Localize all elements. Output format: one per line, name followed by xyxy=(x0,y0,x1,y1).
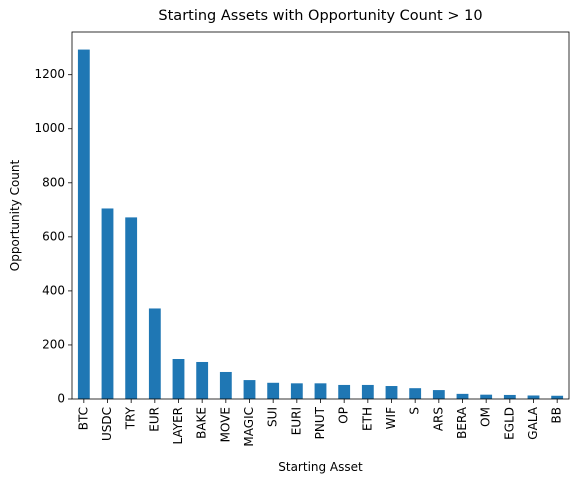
chart-title: Starting Assets with Opportunity Count >… xyxy=(158,8,482,24)
bar-bb xyxy=(551,395,564,399)
bar-wif xyxy=(385,386,398,399)
y-tick-label: 1000 xyxy=(34,121,65,135)
x-tick-label: OM xyxy=(479,407,493,427)
x-tick-label: S xyxy=(408,407,422,415)
x-tick-label: BTC xyxy=(76,407,90,430)
bar-s xyxy=(409,388,422,399)
bars-group xyxy=(77,49,564,399)
bar-try xyxy=(125,217,138,399)
x-tick-label: EGLD xyxy=(502,407,516,440)
bar-sui xyxy=(267,382,280,399)
y-tick-label: 1200 xyxy=(34,67,65,81)
bar-egld xyxy=(503,394,516,399)
x-tick-label: TRY xyxy=(124,406,138,430)
bar-ars xyxy=(432,390,445,399)
y-tick-label: 200 xyxy=(42,337,65,351)
bar-op xyxy=(338,384,351,399)
y-axis: 0 200 400 600 800 1000 1200 xyxy=(34,67,72,406)
bar-pnut xyxy=(314,383,327,399)
x-tick-label: USDC xyxy=(100,407,114,441)
bar-magic xyxy=(243,380,256,399)
bar-bera xyxy=(456,393,469,399)
x-tick-label: LAYER xyxy=(171,407,185,445)
bar-euri xyxy=(290,383,303,399)
x-axis: BTC USDC TRY EUR LAYER BAKE MOVE MAGIC SUI EURI PN… xyxy=(76,399,564,447)
bar-bake xyxy=(196,361,209,399)
bar-usdc xyxy=(101,208,114,399)
x-tick-label: ARS xyxy=(431,407,445,431)
bar-move xyxy=(219,371,232,399)
x-tick-label: GALA xyxy=(526,406,540,439)
bar-om xyxy=(480,394,493,399)
x-tick-label: SUI xyxy=(266,407,280,427)
x-tick-label: MOVE xyxy=(218,407,232,442)
y-tick-label: 400 xyxy=(42,283,65,297)
x-tick-label: WIF xyxy=(384,407,398,429)
x-tick-label: MAGIC xyxy=(242,407,256,447)
y-tick-label: 800 xyxy=(42,175,65,189)
bar-eth xyxy=(361,384,374,399)
x-axis-label: Starting Asset xyxy=(278,460,363,474)
x-tick-label: BB xyxy=(550,407,564,423)
x-tick-label: BAKE xyxy=(195,407,209,439)
x-tick-label: ETH xyxy=(360,407,374,431)
x-tick-label: OP xyxy=(337,407,351,424)
y-tick-label: 0 xyxy=(57,392,65,406)
x-tick-label: PNUT xyxy=(313,406,327,439)
y-tick-label: 600 xyxy=(42,229,65,243)
x-tick-label: EURI xyxy=(289,407,303,435)
plot-frame xyxy=(71,31,570,400)
x-tick-label: BERA xyxy=(455,406,469,439)
bar-layer xyxy=(172,359,185,399)
x-tick-label: EUR xyxy=(147,407,161,432)
bar-eur xyxy=(148,308,161,399)
bar-gala xyxy=(527,395,540,399)
y-axis-label: Opportunity Count xyxy=(8,159,22,271)
bar-btc xyxy=(77,49,90,399)
